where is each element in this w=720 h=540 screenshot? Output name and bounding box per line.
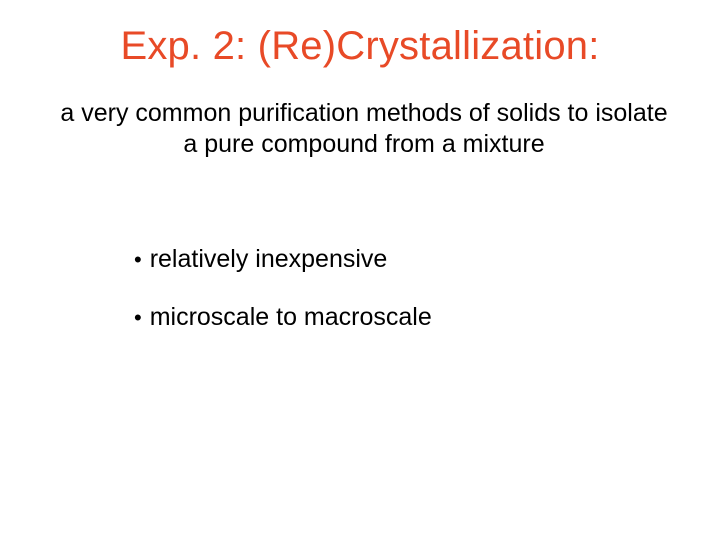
bullet-marker: • <box>134 305 142 331</box>
list-item: • relatively inexpensive <box>134 244 634 274</box>
bullet-list: • relatively inexpensive • microscale to… <box>134 244 634 360</box>
slide-subtitle: a very common purification methods of so… <box>54 98 674 161</box>
bullet-text: relatively inexpensive <box>150 244 388 274</box>
slide-title: Exp. 2: (Re)Crystallization: <box>0 24 720 69</box>
slide: Exp. 2: (Re)Crystallization: a very comm… <box>0 0 720 540</box>
bullet-text: microscale to macroscale <box>150 302 432 332</box>
list-item: • microscale to macroscale <box>134 302 634 332</box>
bullet-marker: • <box>134 247 142 273</box>
